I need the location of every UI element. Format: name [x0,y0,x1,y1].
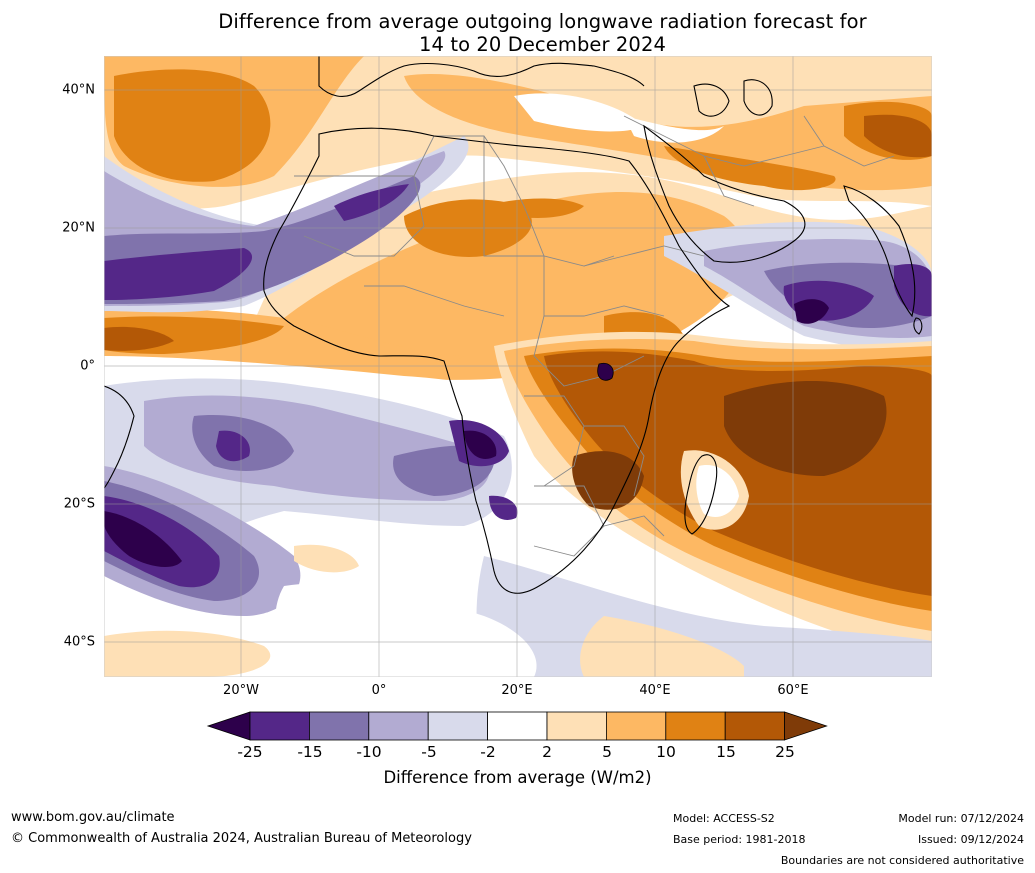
country-boundaries [294,115,895,557]
footer-issued: Issued: 09/12/2024 [917,833,1024,846]
contour-north-dark-orange [114,69,932,191]
colorbar-label: Difference from average (W/m2) [383,768,652,787]
title-line-2: 14 to 20 December 2024 [419,33,666,56]
lon-label-20w: 20°W [223,683,259,698]
map-frame [104,56,932,677]
lon-label-20e: 20°E [501,683,533,698]
contour-south-mid-light-orange [104,544,744,677]
footer-model-run: Model run: 07/12/2024 [898,812,1024,825]
title-line-1: Difference from average outgoing longwav… [218,10,867,33]
colorbar-tick: -10 [356,743,382,761]
footer-model: Model: ACCESS-S2 [673,812,775,825]
colorbar-tick: -2 [480,743,496,761]
lat-label-20n: 20°N [62,220,95,236]
colorbar-tick: 15 [716,743,736,761]
colorbar-tick: 5 [602,743,612,761]
contour-north-brown [864,114,932,158]
colorbar-segments [206,711,828,741]
colorbar-tick: 10 [656,743,676,761]
contour-sahara-dark-orange [404,198,684,352]
contour-sw-deepest [104,511,182,568]
lat-label-20s: 20°S [63,496,95,512]
colorbar-tick: -5 [421,743,437,761]
olr-anomaly-map [104,56,932,677]
colorbar-segment [546,711,607,741]
contour-satlantic-purple-dark [216,420,518,520]
lon-label-0: 0° [371,683,387,698]
contour-south-mid-neutral [275,583,537,677]
contour-south-darkest-brown [572,381,887,510]
colorbar-tick: 2 [542,743,552,761]
lake-victoria [597,362,614,381]
colorbar-segment [249,711,310,741]
colorbar-tick: 25 [775,743,795,761]
colorbar-tick: -15 [297,743,323,761]
lat-label-40s: 40°S [63,634,95,650]
lat-label-40n: 40°N [62,82,95,98]
lon-label-40e: 40°E [639,683,671,698]
colorbar-segment [724,711,786,741]
lat-label-0: 0° [80,358,95,374]
contour-india-deepest [794,299,829,324]
footer-disclaimer: Boundaries are not considered authoritat… [780,854,1024,867]
footer-copyright: © Commonwealth of Australia 2024, Austra… [11,831,472,846]
colorbar-tick: -25 [237,743,263,761]
colorbar-extend-low [206,711,251,741]
footer-base-period: Base period: 1981-2018 [673,833,806,846]
lon-label-60e: 60°E [777,683,809,698]
colorbar-segment [487,711,548,741]
colorbar-segment [427,711,488,741]
colorbar-segment [605,711,667,741]
colorbar-segment [368,711,429,741]
graticule [104,56,932,677]
contour-satlantic-purple-mid [192,415,495,496]
colorbar-segment [665,711,726,741]
contour-med-neutral [514,93,724,143]
contour-sahel-purple-dark [104,184,409,300]
colorbar [206,711,828,741]
colorbar-extend-high [784,711,828,741]
map-title: Difference from average outgoing longwav… [0,10,1035,56]
contour-equatorial-brown [104,326,174,351]
colorbar-segment [309,711,370,741]
coastlines [104,56,923,594]
footer-website[interactable]: www.bom.gov.au/climate [11,810,175,825]
contour-satlantic-deepest [464,430,497,459]
